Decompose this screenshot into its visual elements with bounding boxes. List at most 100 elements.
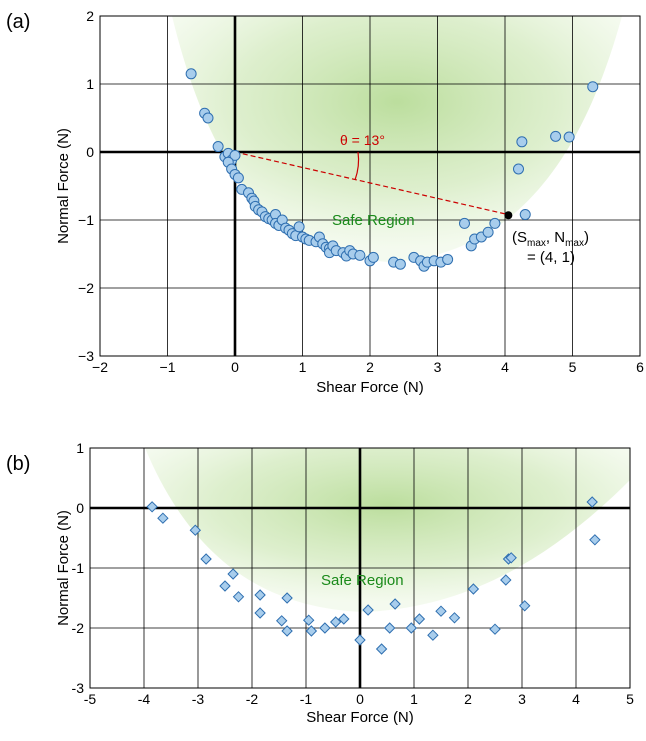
data-point [586,496,598,508]
x-tick-label-b: 2 [464,691,472,707]
max-label-n-sub: max [565,238,584,249]
y-tick-label-b: 0 [76,500,84,516]
data-point [519,209,531,221]
data-point [232,591,245,603]
angle-label: θ = 13° [340,132,385,148]
x-tick-label-a: 5 [569,359,577,375]
y-tick-label-a: 0 [86,144,94,160]
data-point [254,607,266,619]
panel-b-label: (b) [6,453,30,475]
y-tick-label-b: -3 [72,680,85,696]
data-point [505,552,517,564]
data-point [459,217,470,229]
tick-labels-b: -5 -4 -3 -2 -1 0 1 2 3 4 5 -3 -2 -1 0 1 [72,440,635,707]
y-tick-label-a: −1 [78,212,94,228]
safe-region-label-b: Safe Region [321,572,404,589]
x-tick-label-b: 0 [356,691,364,707]
data-point [202,112,214,124]
data-point [394,258,406,270]
x-tick-label-b: -2 [246,691,259,707]
angle-ref-line [234,151,511,216]
y-tick-label-a: 2 [86,8,94,24]
safe-region-a [172,16,622,262]
data-point [354,249,366,261]
max-label-lead: (S [512,229,527,246]
max-label-mid: , N [546,229,565,246]
data-point [146,501,158,513]
data-point [413,613,426,625]
y-tick-label-b: 1 [76,440,84,456]
data-point [513,163,524,175]
data-point [354,634,366,646]
zero-axes-b [90,448,630,688]
max-point-value: = (4, 1) [527,249,575,266]
panel-a-label: (a) [6,11,30,33]
data-point [448,612,461,624]
y-axis-label-b: Normal Force (N) [55,510,72,626]
x-tick-label-b: -5 [84,691,97,707]
x-tick-label-b: 4 [572,691,580,707]
data-point [516,136,528,148]
x-tick-label-b: -1 [300,691,313,707]
x-tick-label-a: −1 [160,359,176,375]
data-point [293,221,305,233]
data-point [189,524,202,536]
safe-region-label-a: Safe Region [332,212,415,229]
x-tick-label-b: 3 [518,691,526,707]
data-point [229,149,241,161]
x-tick-label-a: 1 [299,359,307,375]
data-point [185,68,197,80]
x-tick-label-a: 0 [231,359,239,375]
data-point [157,512,169,524]
data-point [375,643,388,655]
y-tick-label-b: -2 [72,620,85,636]
data-point [427,629,439,641]
data-points-a [185,68,599,272]
data-point [467,583,480,595]
data-point [275,615,288,627]
plot-frame-a [99,15,641,357]
data-point [232,172,244,184]
data-point [281,592,293,604]
x-tick-label-a: 4 [501,359,509,375]
y-axis-label-a: Normal Force (N) [55,128,72,244]
panel-b: (b) -5 -4 -3 -2 -1 0 1 2 3 4 5 -3 -2 -1 0 1 Safe Region… [6,440,634,726]
y-tick-label-a: −3 [78,348,94,364]
data-point [500,574,512,586]
data-point [435,605,447,617]
max-point-label: (Smax, Nmax) [512,229,589,249]
data-point [489,623,501,635]
x-tick-label-a: 6 [636,359,644,375]
plot-frame-b [89,447,631,689]
data-point [389,598,401,610]
data-point [200,553,212,565]
data-point [219,580,231,592]
data-point [362,604,374,616]
data-point [563,131,575,143]
data-point [489,217,501,229]
y-tick-label-b: -1 [72,560,85,576]
data-point [254,589,266,601]
data-point [383,622,396,634]
x-axis-label-a: Shear Force (N) [316,379,424,396]
data-point [587,81,599,93]
x-axis-label-b: Shear Force (N) [306,709,414,726]
data-point [518,600,531,612]
x-tick-label-b: 5 [626,691,634,707]
data-point [227,568,239,580]
data-point [338,613,350,625]
x-tick-label-a: 2 [366,359,374,375]
data-point [319,622,331,634]
x-tick-label-b: 1 [410,691,418,707]
y-tick-label-a: −2 [78,280,94,296]
data-point [329,616,342,628]
zero-axes-a [100,16,640,356]
x-tick-label-a: −2 [92,359,108,375]
data-point [550,130,562,142]
data-point [405,622,418,634]
x-tick-label-b: -3 [192,691,205,707]
data-point [442,253,454,265]
